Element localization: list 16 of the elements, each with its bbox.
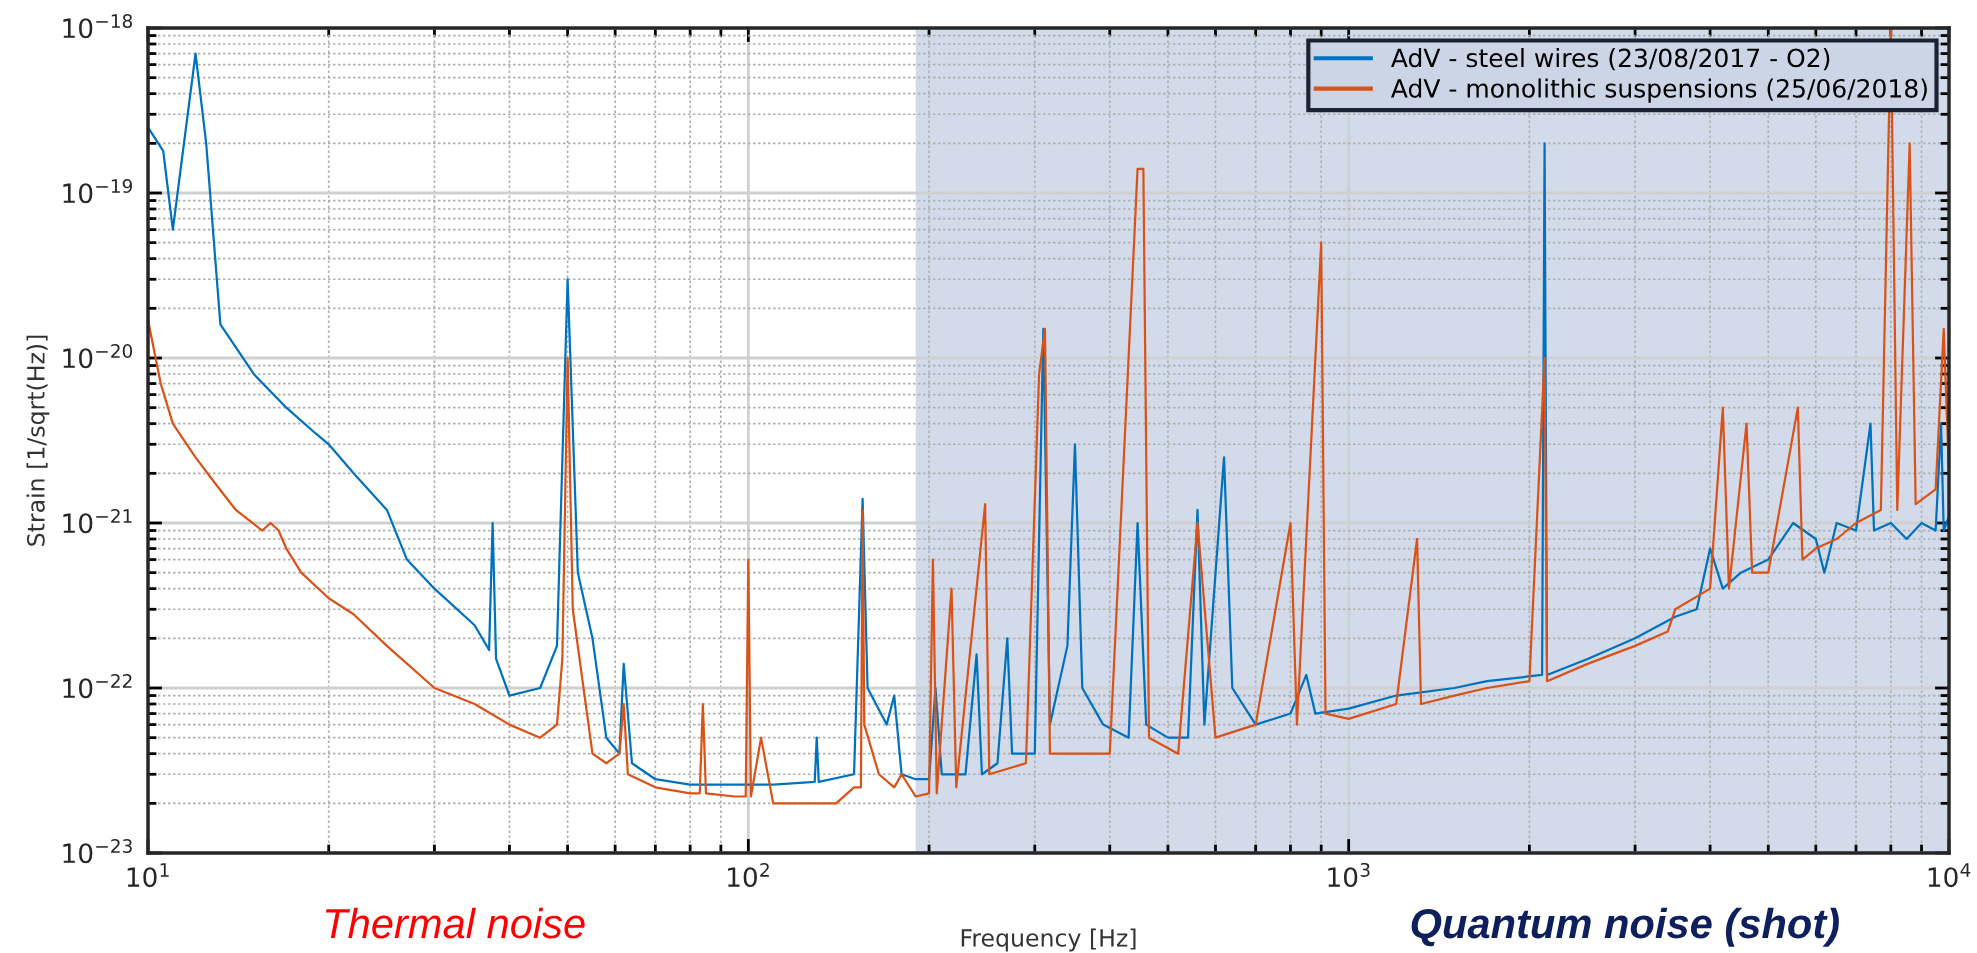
y-tick-label: 10$^{−18}$: [63, 14, 133, 39]
x-tick-label: 10$^{2}$: [728, 862, 769, 888]
y-axis-title: Strain [1/sqrt(Hz)]: [26, 335, 50, 546]
y-tick-label: 10$^{−22}$: [63, 674, 132, 699]
y-tick-label: 10$^{−20}$: [63, 344, 133, 369]
x-tick-label: 10$^{3}$: [1328, 862, 1370, 888]
x-axis-title: Frequency [Hz]: [961, 928, 1136, 952]
x-tick-label: 10$^{4}$: [1928, 863, 1971, 888]
text: Quantum noise (shot): [1411, 907, 1839, 947]
y-tick-label: 10$^{−23}$: [63, 839, 132, 864]
x-tick-label: 10$^{1}$: [127, 863, 169, 888]
legend-label: AdV - monolithic suspensions (25/06/2018): [1391, 78, 1927, 103]
text: Thermal noise: [325, 907, 585, 939]
y-tick-label: 10$^{−19}$: [63, 179, 132, 204]
legend-label: AdV - steel wires (23/08/2017 - O2): [1391, 48, 1830, 71]
y-tick-label: 10$^{−21}$: [63, 509, 132, 534]
